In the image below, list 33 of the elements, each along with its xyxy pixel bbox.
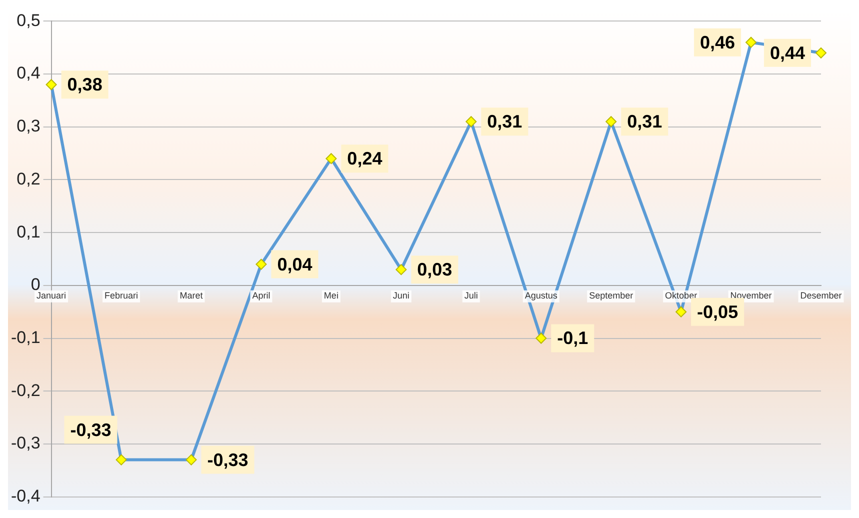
y-tick-label: -0,3 — [10, 434, 40, 453]
data-label: 0,24 — [347, 148, 382, 169]
x-tick-label: Desember — [800, 290, 842, 300]
x-tick-label: Maret — [180, 290, 204, 300]
data-label: -0,05 — [697, 302, 738, 322]
data-label: -0,33 — [70, 420, 112, 440]
data-label: 0,44 — [770, 42, 806, 63]
y-tick-label: -0,4 — [10, 486, 40, 506]
data-label: -0,33 — [207, 450, 248, 470]
x-tick-label: Juni — [392, 290, 410, 300]
y-tick-label: 0,2 — [16, 169, 40, 188]
x-tick-label: Januari — [36, 290, 66, 300]
y-tick-label: 0,3 — [16, 116, 40, 136]
data-label: 0,31 — [627, 112, 662, 132]
data-label: 0,03 — [417, 260, 452, 280]
y-tick-label: 0,4 — [16, 64, 40, 83]
x-tick-label: Februari — [104, 290, 138, 300]
x-tick-label: Mei — [324, 290, 338, 300]
x-tick-label: Oktober — [665, 290, 698, 300]
data-label: 0,31 — [487, 112, 522, 132]
x-tick-label: November — [730, 290, 772, 300]
x-tick-label: September — [589, 290, 634, 300]
y-tick-label: -0,2 — [10, 380, 40, 400]
data-label: -0,1 — [557, 328, 588, 348]
data-label: 0,46 — [700, 32, 736, 52]
y-tick-label: 0,5 — [16, 10, 40, 30]
x-tick-label: Juli — [464, 290, 478, 300]
data-label: 0,04 — [277, 254, 312, 274]
x-tick-label: April — [252, 290, 270, 300]
data-label: 0,38 — [67, 74, 102, 95]
y-tick-label: -0,1 — [10, 328, 40, 347]
y-tick-label: 0,1 — [16, 222, 40, 242]
x-tick-label: Agustus — [524, 290, 558, 300]
